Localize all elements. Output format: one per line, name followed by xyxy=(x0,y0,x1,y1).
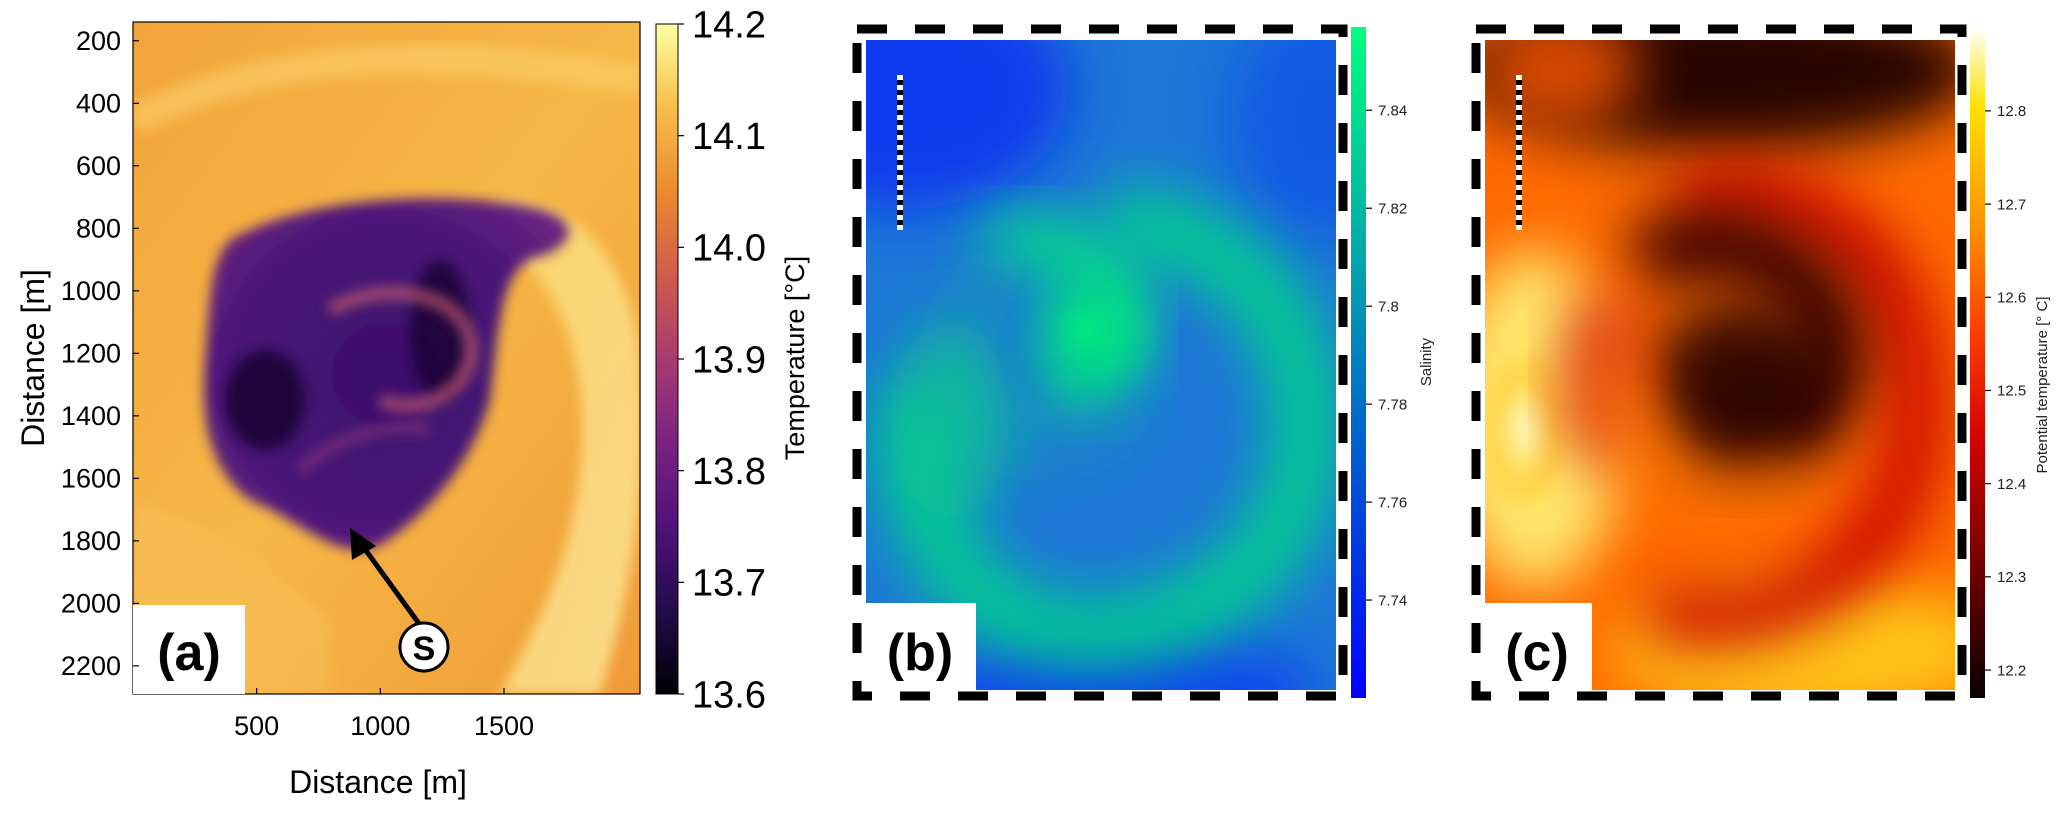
cb-b-tick-label-1: 7.76 xyxy=(1378,494,1407,511)
annotation-arrow-head xyxy=(350,528,376,560)
y-tick-label-9: 2000 xyxy=(61,588,121,618)
x-tick-label-1: 1000 xyxy=(350,711,410,741)
panel-a-colorbar-ticks: 13.6 13.7 13.8 13.9 14.0 14.1 14.2 xyxy=(678,4,766,716)
panel-c-image xyxy=(1485,40,1955,690)
y-tick-label-1: 400 xyxy=(76,88,121,118)
cb-a-tick-label-3: 13.9 xyxy=(692,339,766,381)
cb-a-tick-label-6: 14.2 xyxy=(692,4,766,46)
cb-a-tick-label-1: 13.7 xyxy=(692,563,766,605)
panel-b: (b) 7.74 7.76 7.78 7.8 7.82 7.84 Salinity xyxy=(852,24,1435,701)
cb-a-tick-label-2: 13.8 xyxy=(692,451,766,493)
panel-b-image xyxy=(866,40,1336,690)
cb-c-tick-label-1: 12.3 xyxy=(1997,569,2026,586)
cb-c-tick-label-0: 12.2 xyxy=(1997,662,2026,679)
panel-b-label: (b) xyxy=(887,624,953,682)
panel-c-colorbar-ticks: 12.2 12.3 12.4 12.5 12.6 12.7 12.8 xyxy=(1985,103,2026,679)
y-tick-label-3: 800 xyxy=(76,213,121,243)
panel-a-ylabel: Distance [m] xyxy=(15,269,51,447)
annotation-s: S xyxy=(350,528,450,673)
panel-a-image xyxy=(133,22,640,694)
panel-c-label-box xyxy=(1485,603,1592,690)
panel-b-colorbar-label: Salinity xyxy=(1418,337,1435,386)
y-tick-label-8: 1800 xyxy=(61,526,121,556)
panel-b-frame xyxy=(852,24,1348,701)
x-tick-label-2: 1500 xyxy=(474,711,534,741)
annotation-circle xyxy=(398,621,450,673)
panel-a-colorbar-label: Temperature [°C] xyxy=(780,256,810,460)
panel-c: (c) 12.2 12.3 12.4 12.5 12.6 12.7 12.8 Potenti… xyxy=(1471,24,2051,701)
y-tick-label-6: 1400 xyxy=(61,401,121,431)
y-tick-label-0: 200 xyxy=(76,26,121,56)
panel-b-label-box xyxy=(866,603,976,690)
cb-b-tick-label-2: 7.78 xyxy=(1378,396,1407,413)
cb-b-tick-label-5: 7.84 xyxy=(1378,103,1407,120)
cb-a-tick-label-5: 14.1 xyxy=(692,116,766,158)
y-tick-label-2: 600 xyxy=(76,151,121,181)
cb-a-tick-label-0: 13.6 xyxy=(692,674,766,716)
cb-b-tick-label-3: 7.8 xyxy=(1378,298,1399,315)
panel-c-colorbar xyxy=(1970,27,1985,698)
panel-b-colorbar-ticks: 7.74 7.76 7.78 7.8 7.82 7.84 xyxy=(1366,103,1407,609)
y-tick-label-10: 2200 xyxy=(61,651,121,681)
panel-a: S (a) 500 1000 1500 200 400 600 800 1000 1200 140… xyxy=(15,4,810,800)
panel-a-axes: 500 1000 1500 200 400 600 800 1000 1200 1400 1600 1… xyxy=(61,26,534,741)
annotation-label: S xyxy=(413,630,436,668)
panel-a-label-box xyxy=(133,605,245,694)
panel-a-frame xyxy=(132,21,641,695)
y-tick-label-5: 1200 xyxy=(61,338,121,368)
y-tick-label-7: 1600 xyxy=(61,463,121,493)
cb-c-tick-label-2: 12.4 xyxy=(1997,476,2026,493)
cb-c-tick-label-5: 12.7 xyxy=(1997,196,2026,213)
y-tick-label-4: 1000 xyxy=(61,276,121,306)
cb-c-tick-label-6: 12.8 xyxy=(1997,103,2026,120)
annotation-arrow-line xyxy=(359,543,423,627)
panel-a-xlabel: Distance [m] xyxy=(289,764,467,800)
panel-c-colorbar-label: Potential temperature [° C] xyxy=(2034,297,2051,474)
panel-a-colorbar xyxy=(655,23,679,695)
cb-c-tick-label-3: 12.5 xyxy=(1997,383,2026,400)
panel-c-frame xyxy=(1471,24,1967,701)
cb-b-tick-label-0: 7.74 xyxy=(1378,592,1407,609)
panel-a-label: (a) xyxy=(157,624,221,682)
cb-b-tick-label-4: 7.82 xyxy=(1378,200,1407,217)
cb-c-tick-label-4: 12.6 xyxy=(1997,290,2026,307)
panel-c-label: (c) xyxy=(1505,624,1569,682)
panel-b-colorbar xyxy=(1351,27,1366,698)
x-tick-label-0: 500 xyxy=(234,711,279,741)
cb-a-tick-label-4: 14.0 xyxy=(692,228,766,270)
